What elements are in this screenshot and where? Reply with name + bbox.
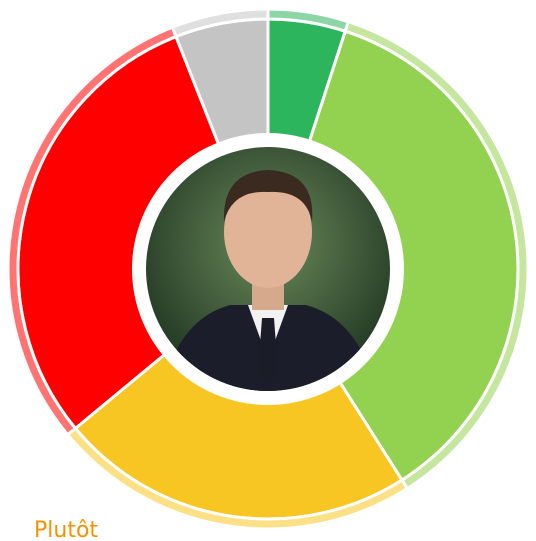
category-label: Plutôt (34, 518, 98, 541)
portrait (146, 147, 390, 391)
segment-rim (170, 7, 270, 39)
